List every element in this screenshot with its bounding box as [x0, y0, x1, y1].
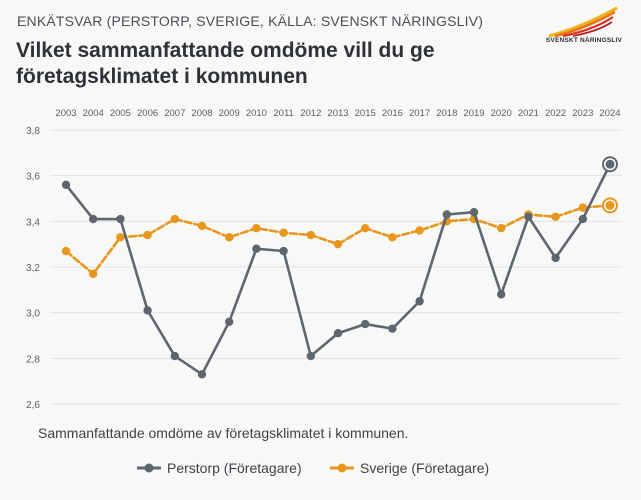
point-sverige-2008: [197, 221, 207, 231]
legend-label-perstorp: Perstorp (Företagare): [167, 460, 302, 476]
legend-label-sverige: Sverige (Företagare): [360, 460, 490, 476]
x-tick-label-2017: 2017: [409, 108, 430, 119]
x-tick-label-2016: 2016: [382, 108, 403, 119]
x-tick-label-2007: 2007: [164, 108, 185, 119]
point-perstorp-2011: [279, 246, 288, 256]
series-lines: [61, 156, 618, 379]
x-tick-label-2005: 2005: [110, 108, 131, 119]
point-sverige-2006: [143, 230, 152, 240]
legend-marker-sverige-icon: [330, 463, 354, 473]
y-tick-label-3: 3,2: [26, 263, 40, 274]
x-tick-label-2012: 2012: [300, 108, 321, 119]
point-perstorp-2024: [605, 159, 615, 169]
point-perstorp-2007: [170, 351, 179, 361]
legend-marker-perstorp-icon: [137, 463, 161, 473]
point-sverige-2012: [306, 230, 315, 240]
y-tick-label-0: 2,6: [26, 400, 40, 411]
point-perstorp-2008: [197, 370, 207, 379]
x-tick-label-2024: 2024: [599, 108, 620, 119]
point-perstorp-2013: [333, 329, 343, 338]
point-sverige-2004: [89, 269, 98, 279]
x-tick-label-2004: 2004: [83, 108, 104, 119]
point-sverige-2010: [252, 223, 261, 233]
x-tick-label-2010: 2010: [246, 108, 267, 119]
logo-swoosh-icon: [548, 6, 618, 38]
y-tick-label-2: 3,0: [26, 309, 40, 320]
gridlines: [50, 129, 622, 405]
x-tick-label-2006: 2006: [137, 108, 158, 119]
point-perstorp-2003: [61, 180, 71, 189]
point-perstorp-2004: [89, 214, 98, 224]
series-line-perstorp: [64, 162, 612, 376]
point-sverige-2011: [279, 228, 288, 237]
y-tick-label-4: 3,4: [26, 217, 40, 228]
point-sverige-2005: [116, 233, 125, 242]
y-tick-label-6: 3,8: [26, 126, 40, 137]
y-tick-label-5: 3,6: [26, 172, 40, 183]
x-tick-label-2003: 2003: [55, 108, 76, 119]
point-sverige-2003: [61, 246, 71, 256]
x-tick-label-2008: 2008: [191, 108, 212, 119]
logo-text: SVENSKT NÄRINGSLIV: [545, 37, 623, 44]
x-axis-labels: 2003 2004 2005 2006 2007 2008 2009 2010 2011 2012…: [55, 108, 620, 119]
svenskt-naringsliv-logo: SVENSKT NÄRINGSLIV: [543, 6, 625, 50]
point-sverige-2020: [497, 223, 506, 233]
point-sverige-2024: [605, 200, 615, 210]
y-axis-labels: 2,6 2,8 3,0 3,2 3,4 3,6 3,8: [26, 126, 40, 411]
x-tick-label-2019: 2019: [463, 108, 484, 119]
x-tick-label-2011: 2011: [273, 108, 293, 119]
chart-supertitle: ENKÄTSVAR (PERSTORP, SVERIGE, KÄLLA: SVE…: [17, 13, 484, 29]
point-sverige-2023: [578, 203, 587, 212]
point-perstorp-2023: [578, 214, 587, 224]
x-tick-label-2020: 2020: [491, 108, 512, 119]
x-tick-label-2021: 2021: [518, 108, 539, 119]
point-sverige-2022: [551, 212, 560, 221]
x-tick-label-2018: 2018: [436, 108, 457, 119]
point-perstorp-2021: [524, 212, 533, 221]
point-perstorp-2009: [225, 317, 234, 326]
point-perstorp-2017: [415, 297, 424, 306]
legend-item-perstorp[interactable]: Perstorp (Företagare): [137, 460, 302, 476]
point-perstorp-2015: [361, 319, 370, 329]
x-tick-label-2015: 2015: [355, 108, 376, 119]
point-perstorp-2006: [143, 306, 152, 315]
x-tick-label-2013: 2013: [327, 108, 348, 119]
point-sverige-2015: [361, 223, 370, 233]
point-perstorp-2020: [497, 290, 506, 299]
point-sverige-2013: [333, 239, 343, 249]
point-sverige-2016: [388, 233, 397, 242]
chart-title: Vilket sammanfattande omdöme vill du ge …: [16, 39, 435, 88]
x-tick-label-2023: 2023: [572, 108, 593, 119]
point-perstorp-2010: [252, 244, 261, 253]
point-perstorp-2019: [469, 208, 479, 217]
point-perstorp-2016: [388, 324, 397, 333]
legend-item-sverige[interactable]: Sverige (Företagare): [330, 460, 489, 476]
point-sverige-2007: [170, 214, 179, 224]
point-perstorp-2018: [442, 210, 451, 219]
x-tick-label-2022: 2022: [545, 108, 566, 119]
x-tick-label-2009: 2009: [219, 108, 240, 119]
point-perstorp-2012: [306, 351, 315, 361]
chart-legend: Perstorp (Företagare) Sverige (Företagar…: [0, 460, 641, 484]
chart-caption: Sammanfattande omdöme av företagsklimate…: [38, 425, 409, 441]
y-tick-label-1: 2,8: [26, 354, 40, 365]
point-perstorp-2005: [116, 214, 125, 224]
point-sverige-2009: [225, 233, 234, 242]
point-sverige-2017: [415, 226, 424, 235]
point-perstorp-2022: [551, 253, 560, 263]
